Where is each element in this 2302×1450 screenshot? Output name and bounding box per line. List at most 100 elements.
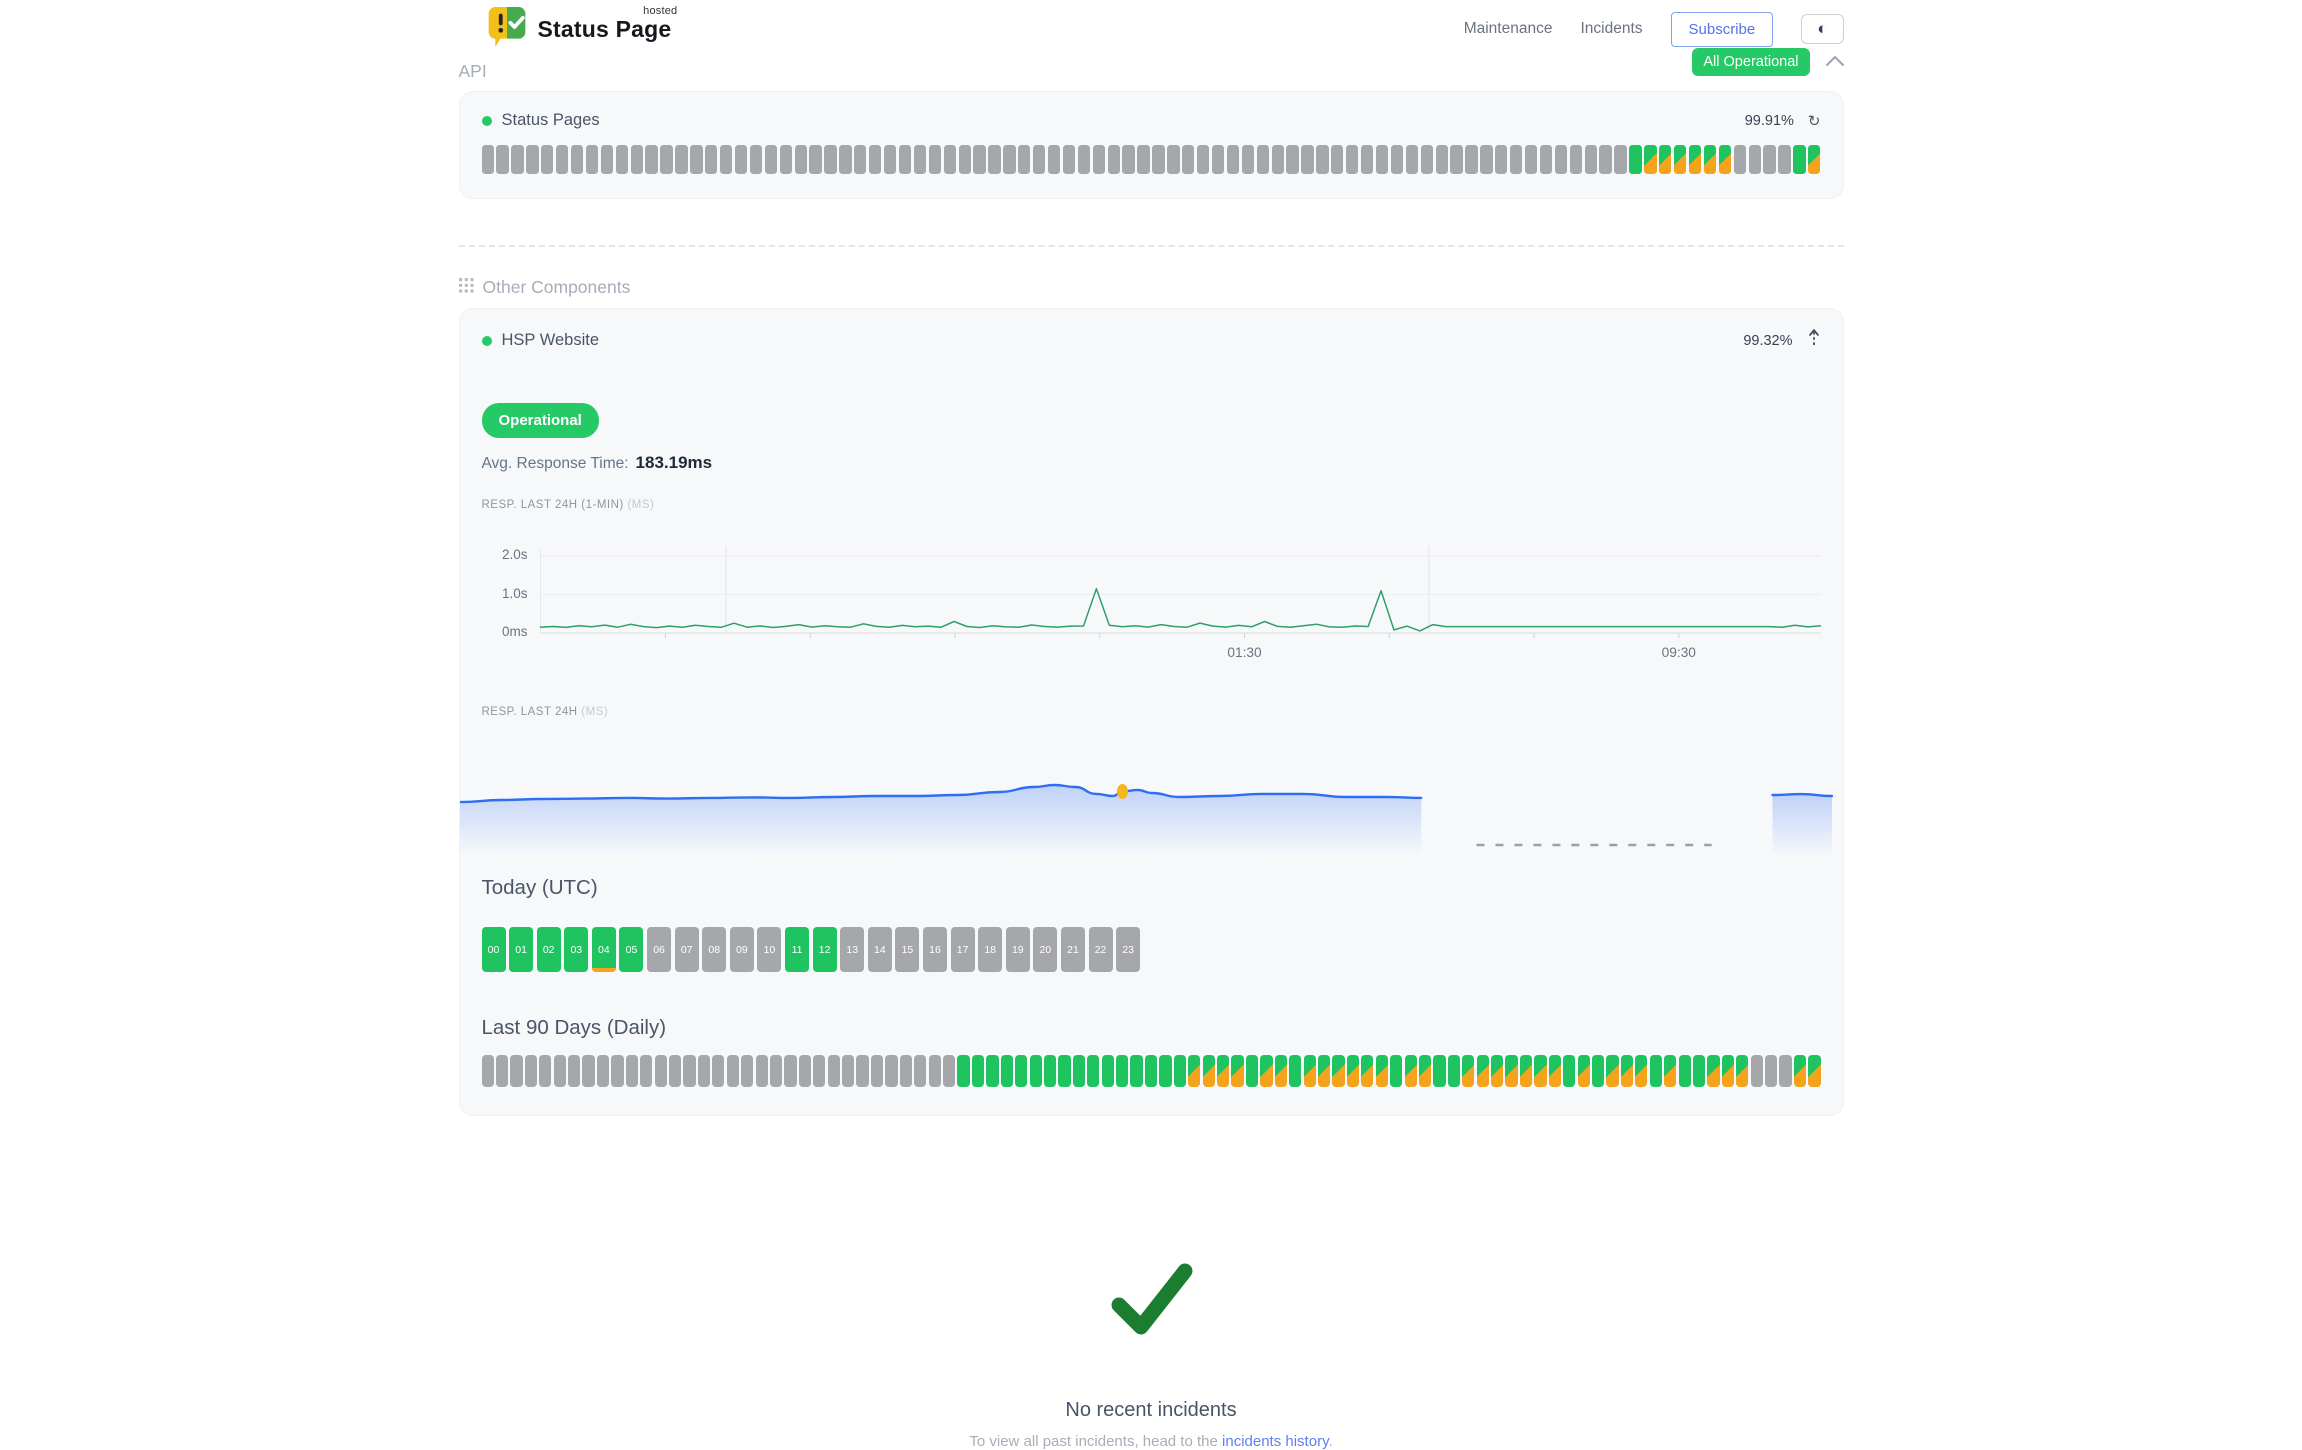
uptime-segment[interactable] — [1226, 145, 1240, 174]
uptime-segment[interactable] — [1404, 1055, 1417, 1087]
uptime-segment[interactable] — [943, 145, 956, 174]
uptime-segment[interactable] — [720, 145, 733, 174]
uptime-segment[interactable] — [769, 1055, 783, 1087]
uptime-segment[interactable] — [1346, 1055, 1360, 1087]
uptime-segment[interactable] — [496, 145, 509, 174]
uptime-segment[interactable] — [556, 145, 569, 174]
uptime-segment[interactable] — [1072, 1055, 1086, 1087]
uptime-segment[interactable] — [827, 1055, 840, 1087]
uptime-segment[interactable] — [1793, 145, 1806, 174]
uptime-segment[interactable] — [630, 145, 643, 174]
uptime-segment[interactable] — [1591, 1055, 1605, 1087]
hour-block[interactable]: 01 — [509, 927, 534, 972]
collapse-button[interactable] — [1822, 52, 1848, 73]
uptime-segment[interactable] — [883, 145, 897, 174]
uptime-segment[interactable] — [1748, 145, 1761, 174]
uptime-segment[interactable] — [1231, 1055, 1244, 1087]
uptime-segment[interactable] — [1015, 1055, 1028, 1087]
uptime-segment[interactable] — [1480, 145, 1493, 174]
hour-block[interactable]: 16 — [923, 927, 947, 972]
uptime-segment[interactable] — [1058, 1055, 1071, 1087]
uptime-segment[interactable] — [1202, 1055, 1215, 1087]
uptime-segment[interactable] — [1332, 1055, 1345, 1087]
uptime-segment[interactable] — [1548, 1055, 1561, 1087]
uptime-segment[interactable] — [1534, 1055, 1547, 1087]
uptime-segment[interactable] — [1241, 145, 1255, 174]
uptime-segment[interactable] — [1029, 1055, 1042, 1087]
uptime-segment[interactable] — [1808, 145, 1821, 174]
uptime-segment[interactable] — [824, 145, 837, 174]
uptime-segment[interactable] — [524, 1055, 537, 1087]
uptime-segment[interactable] — [1316, 145, 1329, 174]
uptime-segment[interactable] — [813, 1055, 826, 1087]
uptime-segment[interactable] — [1047, 145, 1061, 174]
uptime-segment[interactable] — [1245, 1055, 1259, 1087]
uptime-segment[interactable] — [683, 1055, 696, 1087]
uptime-segment[interactable] — [1092, 145, 1105, 174]
uptime-segment[interactable] — [1495, 145, 1508, 174]
uptime-segment[interactable] — [1476, 1055, 1489, 1087]
uptime-segment[interactable] — [1182, 145, 1195, 174]
uptime-segment[interactable] — [898, 145, 912, 174]
uptime-segment[interactable] — [734, 145, 748, 174]
incidents-history-link[interactable]: incidents history — [1222, 1433, 1329, 1450]
uptime-segment[interactable] — [1018, 145, 1031, 174]
hour-block[interactable]: 08 — [702, 927, 727, 972]
uptime-segment[interactable] — [553, 1055, 566, 1087]
uptime-segment[interactable] — [1405, 145, 1418, 174]
uptime-segment[interactable] — [481, 1055, 494, 1087]
uptime-segment[interactable] — [510, 1055, 523, 1087]
uptime-segment[interactable] — [654, 1055, 667, 1087]
hour-block[interactable]: 11 — [785, 927, 810, 972]
uptime-segment[interactable] — [1692, 1055, 1706, 1087]
uptime-segment[interactable] — [1217, 1055, 1230, 1087]
hour-block[interactable]: 13 — [840, 927, 865, 972]
uptime-segment[interactable] — [1390, 145, 1404, 174]
uptime-segment[interactable] — [1649, 1055, 1662, 1087]
uptime-segment[interactable] — [842, 1055, 855, 1087]
uptime-segment[interactable] — [973, 145, 986, 174]
uptime-segment[interactable] — [928, 1055, 941, 1087]
uptime-segment[interactable] — [568, 1055, 581, 1087]
hour-block[interactable]: 15 — [895, 927, 920, 972]
uptime-segment[interactable] — [1599, 145, 1612, 174]
uptime-segment[interactable] — [957, 1055, 970, 1087]
uptime-segment[interactable] — [1062, 145, 1076, 174]
uptime-segment[interactable] — [511, 145, 524, 174]
uptime-segment[interactable] — [1664, 1055, 1677, 1087]
uptime-segment[interactable] — [1614, 145, 1627, 174]
uptime-segment[interactable] — [600, 145, 614, 174]
uptime-segment[interactable] — [1718, 145, 1732, 174]
component-status-pages[interactable]: Status Pages — [481, 111, 600, 130]
hour-block[interactable]: 06 — [647, 927, 672, 972]
uptime-segment[interactable] — [1361, 1055, 1374, 1087]
uptime-segment[interactable] — [1003, 145, 1016, 174]
uptime-segment[interactable] — [1303, 1055, 1316, 1087]
uptime-segment[interactable] — [596, 1055, 610, 1087]
uptime-segment[interactable] — [1736, 1055, 1749, 1087]
hour-block[interactable]: 23 — [1116, 927, 1141, 972]
uptime-segment[interactable] — [1678, 1055, 1691, 1087]
uptime-segment[interactable] — [541, 145, 554, 174]
uptime-segment[interactable] — [1584, 145, 1597, 174]
uptime-segment[interactable] — [697, 1055, 711, 1087]
hour-block[interactable]: 04 — [591, 927, 616, 972]
uptime-segment[interactable] — [1211, 145, 1225, 174]
uptime-segment[interactable] — [1173, 1055, 1186, 1087]
uptime-segment[interactable] — [869, 145, 882, 174]
uptime-segment[interactable] — [582, 1055, 595, 1087]
uptime-segment[interactable] — [1289, 1055, 1302, 1087]
uptime-segment[interactable] — [1750, 1055, 1763, 1087]
uptime-segment[interactable] — [1301, 145, 1314, 174]
theme-toggle-button[interactable]: ◐ — [1801, 14, 1844, 44]
uptime-segment[interactable] — [749, 145, 763, 174]
uptime-segment[interactable] — [1433, 1055, 1446, 1087]
hour-block[interactable]: 12 — [812, 927, 837, 972]
uptime-segment[interactable] — [870, 1055, 884, 1087]
uptime-segment[interactable] — [1286, 145, 1299, 174]
uptime-segment[interactable] — [1188, 1055, 1201, 1087]
uptime-segment[interactable] — [726, 1055, 739, 1087]
uptime-segment[interactable] — [741, 1055, 754, 1087]
uptime-segment[interactable] — [971, 1055, 985, 1087]
hour-block[interactable]: 21 — [1060, 927, 1085, 972]
